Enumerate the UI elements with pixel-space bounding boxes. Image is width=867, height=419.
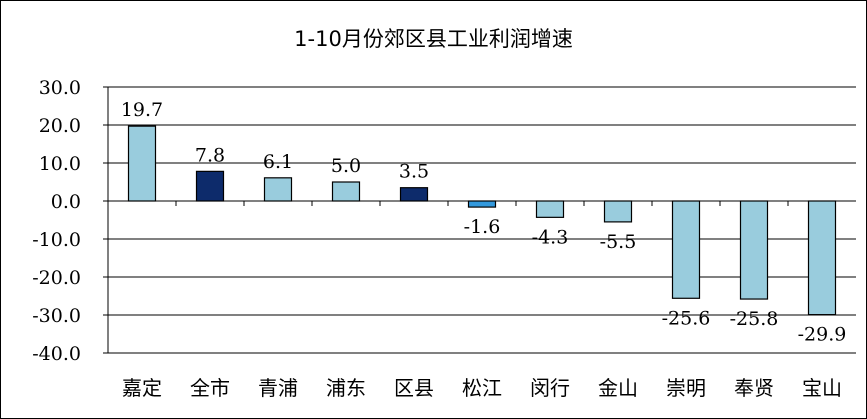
category-label: 金山 [598, 376, 638, 400]
data-label: 19.7 [121, 99, 163, 121]
category-label: 青浦 [258, 376, 298, 400]
bar-闵行 [535, 200, 565, 218]
data-label: 6.1 [263, 151, 293, 173]
y-tick-label: 0.0 [51, 191, 81, 213]
y-tick-label: -40.0 [32, 343, 81, 365]
y-tick-label: -10.0 [32, 229, 81, 251]
category-label: 崇明 [666, 376, 706, 400]
bar-奉贤 [739, 200, 769, 300]
bar-嘉定 [127, 125, 157, 202]
data-label: -25.6 [662, 307, 711, 329]
data-label: -1.6 [464, 216, 501, 238]
category-label: 全市 [190, 376, 230, 400]
bar-全市 [195, 170, 225, 202]
data-label: -25.8 [730, 308, 779, 330]
bar-金山 [603, 200, 633, 223]
data-label: 5.0 [331, 155, 361, 177]
data-label: -4.3 [532, 226, 569, 248]
category-label: 浦东 [326, 376, 366, 400]
category-label: 松江 [462, 376, 502, 400]
category-label: 嘉定 [122, 376, 162, 400]
y-tick-label: 10.0 [39, 153, 81, 175]
bar-青浦 [263, 177, 293, 202]
bar-崇明 [671, 200, 701, 299]
y-tick-label: -20.0 [32, 267, 81, 289]
bar-松江 [467, 200, 497, 208]
bar-区县 [399, 187, 429, 202]
y-tick-label: 30.0 [39, 77, 81, 99]
bar-宝山 [807, 200, 837, 316]
data-label: 3.5 [399, 161, 429, 183]
bar-浦东 [331, 181, 361, 202]
chart-title: 1-10月份郊区县工业利润增速 [294, 27, 573, 51]
category-label: 闵行 [530, 376, 570, 400]
data-label: -5.5 [600, 231, 637, 253]
y-tick-label: 20.0 [39, 115, 81, 137]
data-label: 7.8 [195, 144, 225, 166]
category-label: 区县 [394, 376, 434, 400]
data-label: -29.9 [798, 324, 847, 346]
y-tick-label: -30.0 [32, 305, 81, 327]
category-label: 宝山 [802, 376, 842, 400]
category-label: 奉贤 [734, 376, 774, 400]
